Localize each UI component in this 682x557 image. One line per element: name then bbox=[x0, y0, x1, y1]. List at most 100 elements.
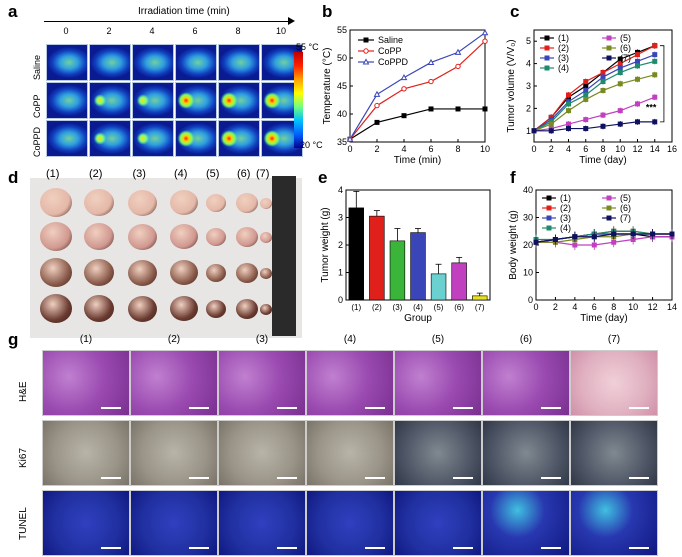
histology-image bbox=[482, 420, 570, 486]
colorbar-min: 20 °C bbox=[300, 140, 323, 150]
tumor-group-label: (1) bbox=[46, 168, 60, 180]
y-tick-label: 30 bbox=[523, 213, 533, 223]
thermal-image bbox=[175, 120, 217, 157]
legend-label: (6) bbox=[620, 203, 631, 213]
y-tick-label: 1 bbox=[338, 268, 343, 278]
data-point bbox=[544, 35, 550, 41]
histology-image bbox=[394, 350, 482, 416]
histology-image bbox=[394, 490, 482, 556]
panel-label-e: e bbox=[318, 168, 328, 187]
histology-column-label: (2) bbox=[167, 334, 181, 345]
y-tick-label: 4 bbox=[338, 185, 343, 195]
scale-bar bbox=[453, 547, 473, 549]
data-point bbox=[606, 215, 612, 221]
data-point bbox=[630, 231, 636, 237]
data-point bbox=[566, 92, 571, 98]
legend-label: (5) bbox=[620, 33, 631, 43]
tumor-group-label: (3) bbox=[132, 168, 146, 180]
data-point bbox=[606, 195, 612, 201]
tumor-specimen bbox=[84, 189, 114, 216]
x-tick-label: 8 bbox=[600, 144, 605, 154]
histology-column-label: (1) bbox=[79, 334, 93, 345]
data-point bbox=[482, 106, 488, 112]
x-tick-label: (3) bbox=[393, 303, 403, 312]
histology-column-label: (7) bbox=[607, 334, 621, 345]
tumor-specimen bbox=[170, 260, 198, 286]
panel-label-b: b bbox=[322, 2, 333, 21]
data-point bbox=[652, 58, 658, 64]
data-point bbox=[600, 74, 606, 80]
plot-frame bbox=[535, 189, 673, 301]
data-point bbox=[428, 106, 434, 112]
tumor-specimen bbox=[206, 264, 226, 282]
series-line bbox=[534, 121, 655, 132]
data-point bbox=[600, 123, 606, 129]
data-point bbox=[566, 108, 571, 114]
x-tick-label: 0 bbox=[347, 144, 352, 154]
histology-image bbox=[130, 350, 218, 416]
data-point bbox=[363, 48, 369, 54]
y-tick-label: 3 bbox=[338, 213, 343, 223]
data-point bbox=[652, 94, 658, 100]
x-tick-label: (6) bbox=[454, 303, 464, 312]
legend-label: (2) bbox=[558, 43, 569, 53]
tumor-group-label: (7) bbox=[256, 168, 270, 180]
scale-bar bbox=[101, 407, 121, 409]
x-tick-label: 0 bbox=[533, 302, 538, 312]
legend-label: (7) bbox=[620, 213, 631, 223]
row-label-coppd: CoPPD bbox=[32, 126, 42, 157]
data-point bbox=[546, 205, 552, 211]
thermal-image bbox=[89, 120, 131, 157]
x-axis-label: Group bbox=[404, 313, 432, 324]
x-tick-label: (5) bbox=[434, 303, 444, 312]
y-tick-label: 4 bbox=[526, 59, 531, 69]
x-tick-label: 4 bbox=[566, 144, 571, 154]
data-point bbox=[583, 96, 589, 102]
data-point bbox=[611, 231, 617, 237]
y-tick-label: 3 bbox=[526, 81, 531, 91]
data-point bbox=[427, 58, 435, 65]
y-tick-label: 50 bbox=[337, 53, 347, 63]
thermal-image bbox=[46, 44, 88, 81]
scale-bar bbox=[453, 407, 473, 409]
tumor-specimen bbox=[40, 188, 72, 217]
data-point bbox=[533, 239, 539, 245]
data-point bbox=[583, 92, 589, 98]
thermal-image bbox=[218, 82, 260, 119]
histology-column-label: (3) bbox=[255, 334, 269, 345]
tumor-specimen bbox=[260, 304, 272, 315]
colorbar-max: 55 °C bbox=[296, 42, 319, 52]
histology-image bbox=[218, 490, 306, 556]
data-point bbox=[635, 76, 640, 82]
row-label-saline: Saline bbox=[32, 54, 42, 80]
data-point bbox=[635, 101, 640, 107]
scale-bar bbox=[101, 547, 121, 549]
tumor-specimen bbox=[260, 232, 272, 243]
data-point bbox=[583, 87, 589, 93]
x-tick-label: 0 bbox=[531, 144, 536, 154]
tumor-specimen bbox=[84, 259, 114, 286]
scale-bar bbox=[629, 407, 649, 409]
bar bbox=[410, 232, 426, 301]
x-axis-label: Time (min) bbox=[394, 155, 441, 166]
scale-bar bbox=[453, 477, 473, 479]
time-label: 10 bbox=[275, 26, 286, 36]
data-point bbox=[400, 73, 408, 81]
x-tick-label: 2 bbox=[553, 302, 558, 312]
tumor-specimen bbox=[236, 193, 258, 213]
data-point bbox=[548, 121, 554, 127]
tumor-specimen bbox=[170, 296, 198, 322]
data-point bbox=[600, 70, 606, 76]
tumor-specimen bbox=[128, 189, 157, 216]
data-point bbox=[650, 231, 656, 237]
legend-label: CoPPD bbox=[378, 57, 409, 67]
series-line bbox=[536, 236, 672, 246]
tumor-specimen bbox=[84, 223, 114, 250]
thermal-image bbox=[218, 44, 260, 81]
data-point bbox=[548, 128, 554, 134]
histology-image bbox=[130, 490, 218, 556]
scale-bar bbox=[365, 407, 385, 409]
legend-label: (7) bbox=[620, 53, 631, 63]
scale-bar bbox=[101, 477, 121, 479]
data-point bbox=[572, 234, 578, 240]
